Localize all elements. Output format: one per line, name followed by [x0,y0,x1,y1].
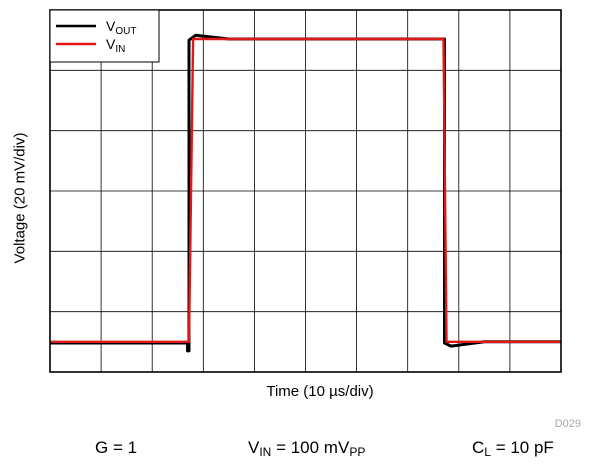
condition-vin: VIN = 100 mVPP [248,438,365,459]
figure-id: D029 [554,418,581,430]
condition-cl: CL = 10 pF [472,438,554,459]
condition-cl-main: C [472,438,485,457]
x-axis-label: Time (10 µs/div) [266,383,374,400]
condition-cl-tail: = 10 pF [490,438,554,457]
y-axis-label: Voltage (20 mV/div) [8,28,32,368]
legend-subscript-in: IN [115,44,125,55]
y-axis-label-text: Voltage (20 mV/div) [11,132,29,264]
condition-gain: G = 1 [95,438,137,458]
legend-subscript-out: OUT [115,26,136,37]
legend-box [49,9,160,63]
chart-grid [50,10,561,372]
condition-vin-sub: IN [259,445,272,459]
plot-frame [49,9,562,373]
condition-vin-tail: = 100 mV [271,438,350,457]
condition-vin-main: V [248,438,260,457]
condition-cl-sub: L [484,445,491,459]
condition-vin-sub2: PP [349,445,366,459]
condition-gain-main: G = 1 [95,438,138,457]
series-in-line [50,37,561,343]
chart-traces [50,33,561,353]
